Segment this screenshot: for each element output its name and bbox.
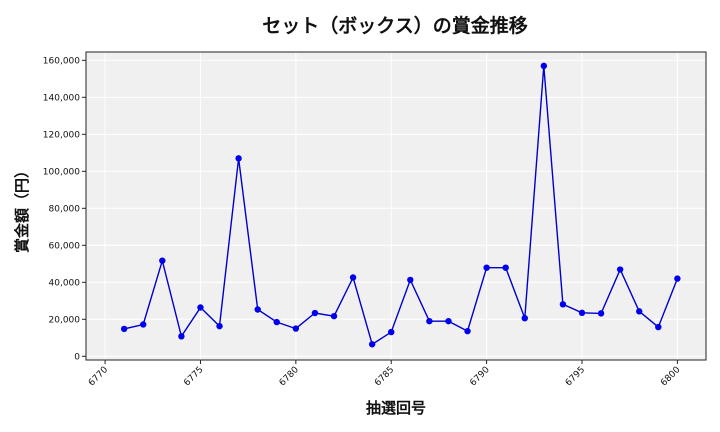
data-point [292, 325, 300, 332]
data-point [178, 333, 185, 340]
x-tick-label: 6795 [564, 365, 587, 388]
data-point [502, 264, 509, 271]
grid-lines [86, 52, 706, 360]
data-point [483, 264, 490, 271]
y-tick-label: 80,000 [49, 204, 81, 214]
data-point [330, 312, 338, 320]
data-point [636, 308, 643, 315]
y-axis-label: 賞金額（円） [13, 163, 31, 253]
x-tick-label: 6770 [87, 365, 110, 388]
x-tick-label: 6790 [468, 365, 491, 388]
y-tick-label: 100,000 [43, 167, 80, 177]
series-layer [120, 62, 681, 348]
chart-title: セット（ボックス）の賞金推移 [262, 14, 527, 37]
data-point [254, 306, 261, 313]
data-point [597, 310, 605, 317]
y-tick-label: 140,000 [43, 93, 80, 103]
data-point [655, 323, 662, 331]
plot-frame [85, 51, 707, 361]
data-point [464, 327, 471, 335]
x-axis-label: 抽選回号 [366, 399, 426, 417]
data-point [521, 314, 528, 322]
x-tick-label: 6775 [182, 365, 205, 388]
data-point [540, 62, 548, 70]
data-point [388, 328, 395, 336]
y-tick-label: 40,000 [49, 278, 81, 288]
data-point [368, 341, 376, 348]
y-tick-label: 120,000 [43, 130, 80, 140]
data-point [445, 317, 452, 325]
data-point [616, 266, 624, 273]
data-point [140, 321, 147, 328]
y-tick-label: 160,000 [43, 56, 80, 66]
data-point [197, 304, 204, 311]
data-point [273, 318, 280, 326]
x-tick-label: 6780 [278, 365, 301, 388]
data-point [426, 317, 433, 325]
y-tick-label: 60,000 [49, 241, 81, 251]
data-point [159, 257, 166, 264]
data-point [407, 276, 414, 284]
x-tick-label: 6785 [373, 365, 396, 388]
data-point [216, 322, 223, 330]
y-tick-label: 20,000 [49, 315, 81, 325]
data-point [674, 275, 681, 282]
x-tick-label: 6800 [659, 365, 682, 388]
data-point [349, 274, 357, 281]
plot-area [86, 52, 706, 360]
y-tick-label: 0 [74, 352, 80, 362]
data-point [578, 309, 586, 317]
data-point [120, 325, 128, 333]
data-point [235, 155, 242, 162]
data-point [311, 309, 319, 317]
data-point [559, 301, 567, 308]
